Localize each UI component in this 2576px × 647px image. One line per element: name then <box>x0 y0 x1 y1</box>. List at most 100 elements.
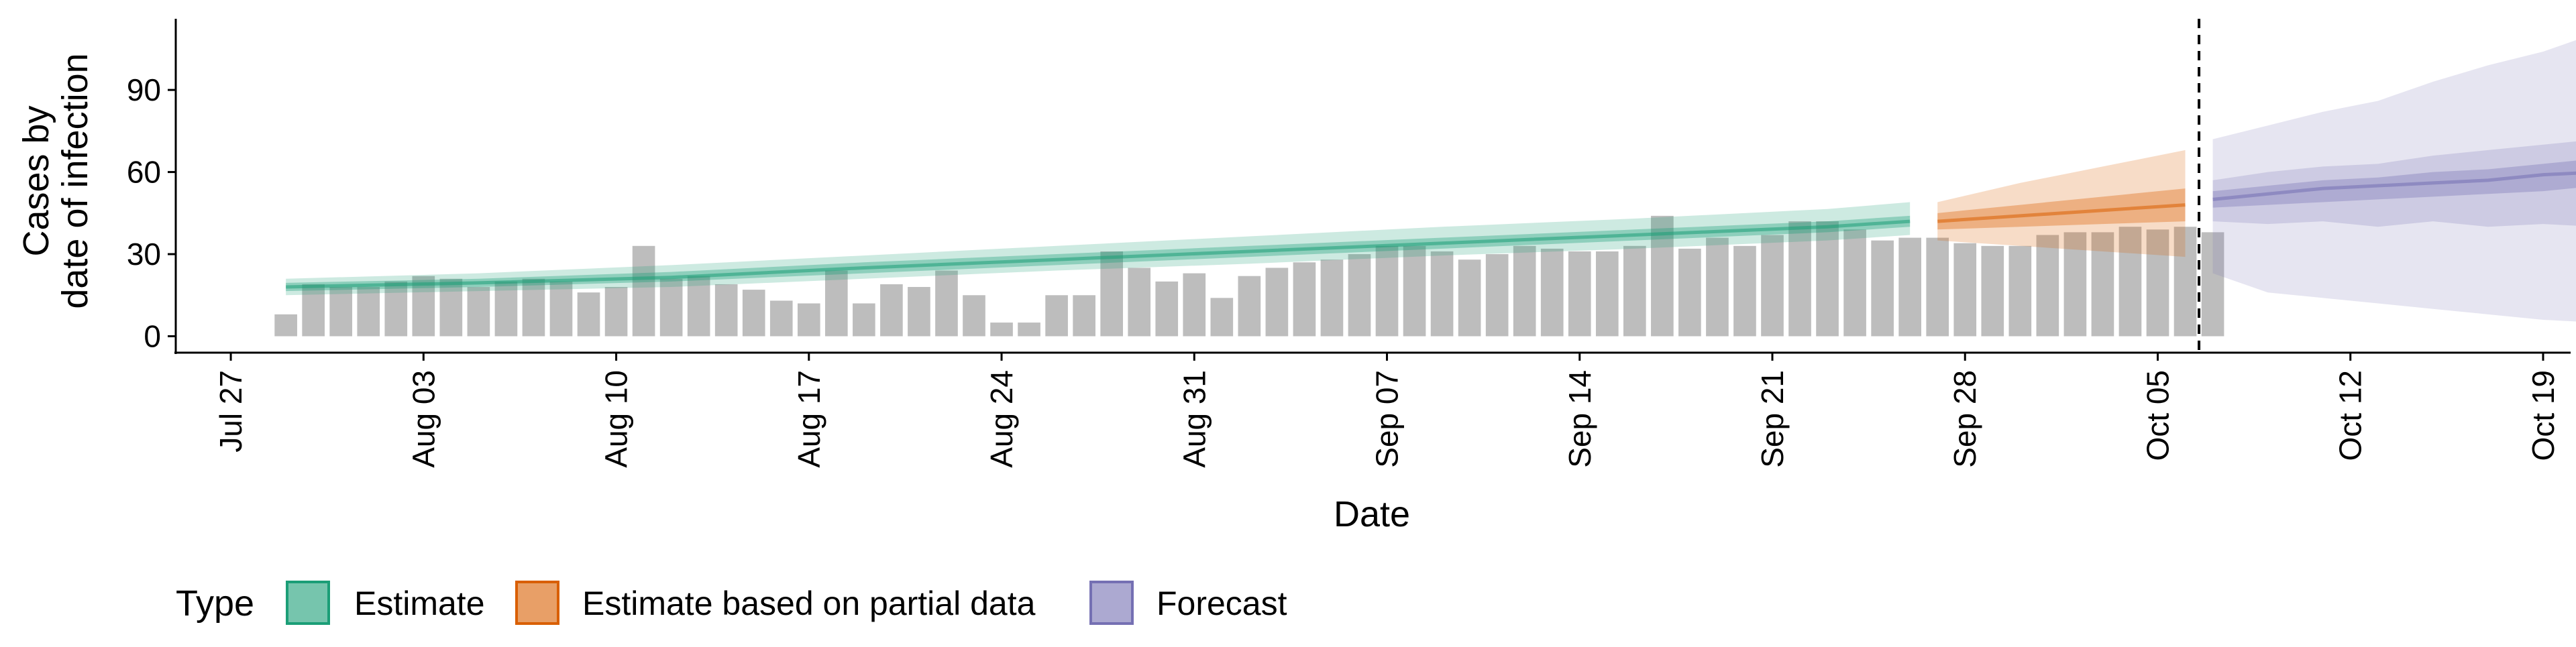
case-bar <box>742 290 765 337</box>
case-bar <box>1045 295 1068 337</box>
case-bar <box>687 276 710 337</box>
case-bar <box>1375 245 1399 337</box>
series-partial <box>1937 150 2186 257</box>
case-bar <box>990 322 1013 337</box>
legend-title: Type <box>176 583 254 624</box>
case-bar <box>1403 245 1426 337</box>
axes: 0 30 60 90 Jul 27 Aug 03 Aug 10 Aug 17 Aug 24 Aug… <box>127 19 2571 468</box>
case-bar <box>963 295 985 337</box>
case-bar <box>1018 322 1040 337</box>
case-bar <box>412 276 435 337</box>
case-bar <box>439 278 463 337</box>
case-bar <box>2008 245 2032 337</box>
case-bar <box>1898 237 1921 337</box>
case-bar <box>549 281 573 337</box>
case-bar <box>2146 229 2169 337</box>
case-bar <box>1293 262 1316 337</box>
case-bar <box>2036 235 2059 337</box>
case-bar <box>853 303 875 337</box>
legend-swatch-partial <box>515 581 559 625</box>
case-bar <box>1788 221 1811 337</box>
case-bar <box>274 314 297 337</box>
case-bar <box>797 303 820 337</box>
estimate-outer-interval <box>286 202 1911 296</box>
case-bar <box>1155 281 1179 337</box>
x-tick-label: Sep 07 <box>1370 370 1405 468</box>
case-bar <box>1100 251 1123 337</box>
case-bar <box>1651 215 1674 337</box>
partial-inner-interval <box>1937 188 2186 230</box>
forecast-wide-interval <box>2212 40 2576 322</box>
x-tick-label: Sep 21 <box>1755 370 1790 468</box>
case-bar <box>1843 229 1866 337</box>
case-bar <box>1320 259 1344 337</box>
case-bar <box>494 281 518 337</box>
case-bar <box>1953 243 1977 337</box>
legend-label-estimate: Estimate <box>354 585 485 622</box>
y-axis-title-line-1: Cases by <box>16 105 56 256</box>
case-bar <box>302 284 325 337</box>
legend: Type Estimate Estimate based on partial … <box>176 581 1287 625</box>
case-bar <box>1816 221 1839 337</box>
case-bar <box>1128 268 1151 337</box>
estimate-inner-interval <box>286 215 1911 292</box>
case-bar <box>659 278 683 337</box>
x-axis-title: Date <box>1334 494 1410 534</box>
case-bar <box>1513 245 1536 337</box>
x-tick-label: Aug 31 <box>1177 370 1212 468</box>
case-bar <box>522 278 545 337</box>
case-bar <box>935 270 958 337</box>
case-bar <box>1430 251 1454 337</box>
case-bar <box>769 300 793 337</box>
case-bar <box>1595 251 1619 337</box>
case-bar <box>2091 232 2114 337</box>
case-bar <box>1623 245 1646 337</box>
case-bar <box>1265 268 1289 337</box>
legend-swatch-forecast <box>1089 581 1134 625</box>
y-tick-label: 60 <box>127 155 161 190</box>
y-tick-label: 90 <box>127 72 161 107</box>
case-bar <box>1458 259 1481 337</box>
case-bar <box>2118 227 2142 337</box>
case-bar <box>1926 237 1949 337</box>
case-bar <box>2174 227 2197 337</box>
case-bar <box>1210 298 1234 337</box>
legend-label-forecast: Forecast <box>1157 585 1287 622</box>
plot-area <box>274 19 2576 353</box>
x-tick-label: Aug 17 <box>792 370 826 468</box>
case-bar <box>467 287 490 337</box>
case-bar <box>1733 245 1756 337</box>
case-bar <box>908 287 930 337</box>
y-axis-title-line-2: date of infection <box>55 53 95 308</box>
case-bar <box>825 270 848 337</box>
case-bar <box>1183 273 1206 337</box>
case-bar <box>2201 232 2224 337</box>
case-bar <box>384 281 408 337</box>
x-tick-label: Jul 27 <box>213 370 248 453</box>
case-bar <box>1706 237 1729 337</box>
case-bar <box>1568 251 1591 337</box>
case-bar <box>714 284 738 337</box>
case-bar <box>1761 235 1784 337</box>
case-bar <box>577 292 600 337</box>
case-bar <box>329 287 353 337</box>
case-bar <box>1981 245 2004 337</box>
x-tick-label: Aug 10 <box>599 370 634 468</box>
series-forecast <box>2212 40 2576 322</box>
case-bar <box>1073 295 1095 337</box>
case-bar <box>632 245 655 337</box>
x-tick-label: Oct 12 <box>2333 370 2368 461</box>
case-bar <box>1871 240 1894 337</box>
case-bar <box>1485 254 1509 337</box>
x-tick-label: Sep 14 <box>1562 370 1597 468</box>
case-bar <box>1238 276 1261 337</box>
x-tick-label: Aug 24 <box>984 370 1019 468</box>
case-bar <box>357 287 380 337</box>
case-bar <box>1348 254 1371 337</box>
legend-label-partial: Estimate based on partial data <box>582 585 1036 622</box>
case-bar <box>604 287 628 337</box>
partial-outer-interval <box>1937 150 2186 257</box>
forecast-median-line <box>2212 171 2576 201</box>
